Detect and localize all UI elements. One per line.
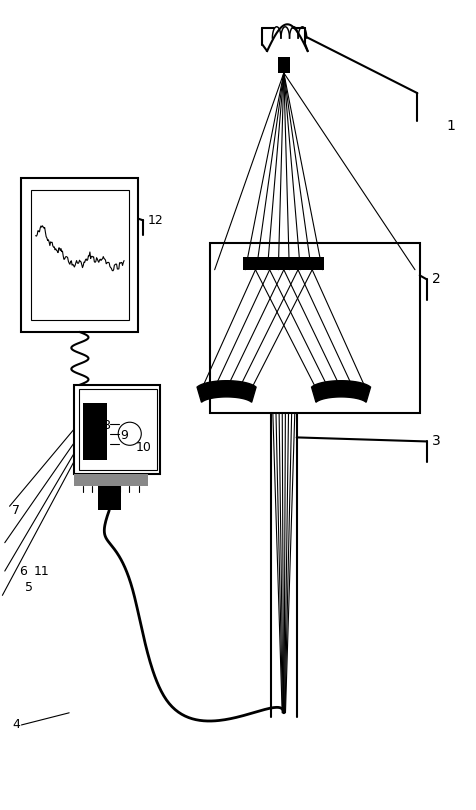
Bar: [209, 243, 419, 413]
Text: 11: 11: [33, 565, 49, 578]
Bar: [79, 389, 157, 470]
Text: 5: 5: [25, 581, 33, 594]
Bar: [98, 486, 120, 510]
Polygon shape: [197, 381, 256, 403]
Text: 1: 1: [445, 118, 454, 133]
Text: 4: 4: [12, 718, 20, 731]
Text: 10: 10: [136, 441, 151, 454]
Text: 9: 9: [120, 429, 128, 442]
Bar: [21, 178, 138, 332]
Text: 12: 12: [148, 214, 163, 227]
Bar: [31, 190, 129, 320]
Text: 7: 7: [12, 504, 20, 517]
Text: 3: 3: [431, 434, 439, 449]
Bar: [278, 57, 289, 73]
Polygon shape: [311, 381, 370, 403]
Text: 2: 2: [431, 272, 439, 287]
Bar: [74, 474, 148, 486]
Bar: [83, 403, 107, 460]
Text: 8: 8: [102, 419, 110, 432]
Text: 6: 6: [19, 565, 27, 578]
Bar: [243, 257, 324, 270]
Bar: [74, 385, 159, 474]
